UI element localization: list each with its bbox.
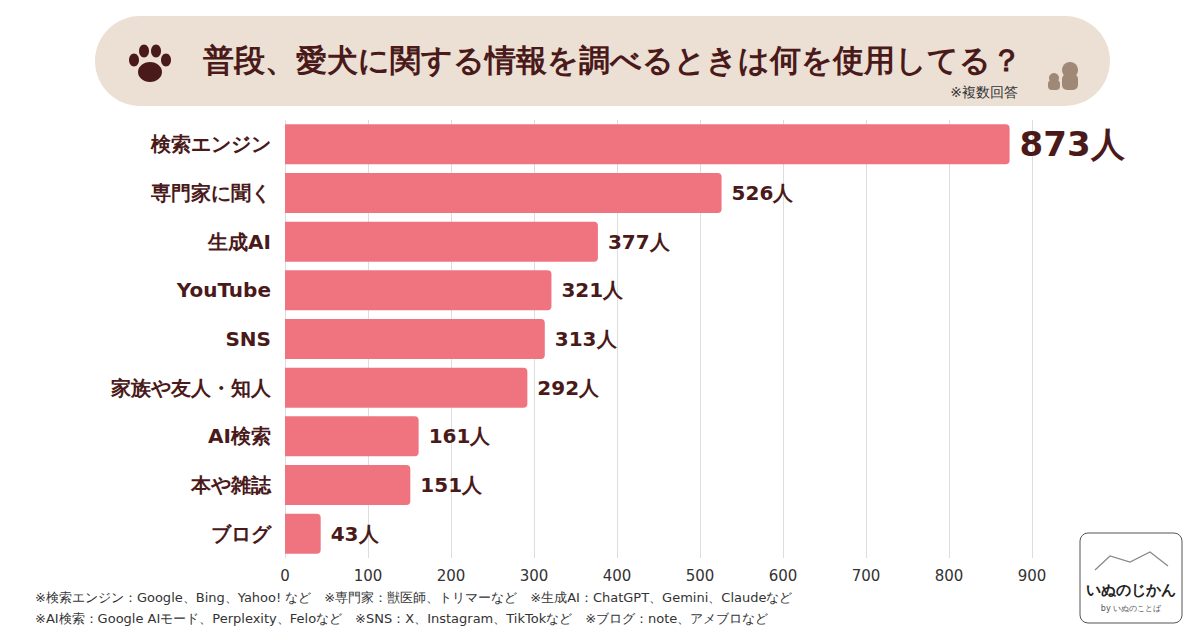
svg-text:161人: 161人	[429, 424, 492, 448]
svg-text:by いぬのことば: by いぬのことば	[1101, 604, 1162, 613]
svg-text:800: 800	[935, 567, 964, 585]
svg-text:0: 0	[280, 567, 290, 585]
svg-text:※検索エンジン：Google、Bing、Yahoo! など: ※検索エンジン：Google、Bing、Yahoo! など ※専門家：獣医師、ト…	[35, 590, 792, 605]
svg-text:377人: 377人	[608, 230, 671, 254]
svg-text:43人: 43人	[331, 522, 380, 546]
svg-text:普段、愛犬に関する情報を調べるときは何を使用してる？: 普段、愛犬に関する情報を調べるときは何を使用してる？	[203, 42, 1022, 78]
svg-text:313人: 313人	[555, 327, 618, 351]
svg-text:いぬのじかん: いぬのじかん	[1086, 581, 1176, 599]
svg-text:400: 400	[603, 567, 632, 585]
svg-text:SNS: SNS	[225, 327, 271, 351]
svg-text:専門家に聞く: 専門家に聞く	[150, 181, 271, 205]
svg-text:151人: 151人	[420, 473, 483, 497]
svg-text:100: 100	[354, 567, 383, 585]
svg-text:321人: 321人	[561, 278, 624, 302]
svg-text:検索エンジン: 検索エンジン	[150, 132, 271, 156]
svg-text:292人: 292人	[537, 376, 600, 400]
svg-text:※AI検索：Google AIモード、Perplexity、: ※AI検索：Google AIモード、Perplexity、Feloなど ※SN…	[35, 611, 768, 626]
svg-text:700: 700	[852, 567, 881, 585]
svg-text:YouTube: YouTube	[176, 278, 271, 302]
svg-text:600: 600	[769, 567, 798, 585]
svg-text:ブログ: ブログ	[211, 522, 272, 546]
svg-text:本や雑誌: 本や雑誌	[190, 473, 272, 497]
svg-text:526人: 526人	[732, 181, 795, 205]
svg-text:AI検索: AI検索	[208, 424, 271, 448]
svg-text:※複数回答: ※複数回答	[950, 84, 1018, 100]
svg-text:生成AI: 生成AI	[207, 230, 271, 254]
svg-text:家族や友人・知人: 家族や友人・知人	[110, 376, 272, 400]
svg-text:900: 900	[1018, 567, 1047, 585]
svg-text:300: 300	[520, 567, 549, 585]
svg-text:500: 500	[686, 567, 715, 585]
svg-text:873人: 873人	[1020, 124, 1126, 164]
svg-text:200: 200	[437, 567, 466, 585]
